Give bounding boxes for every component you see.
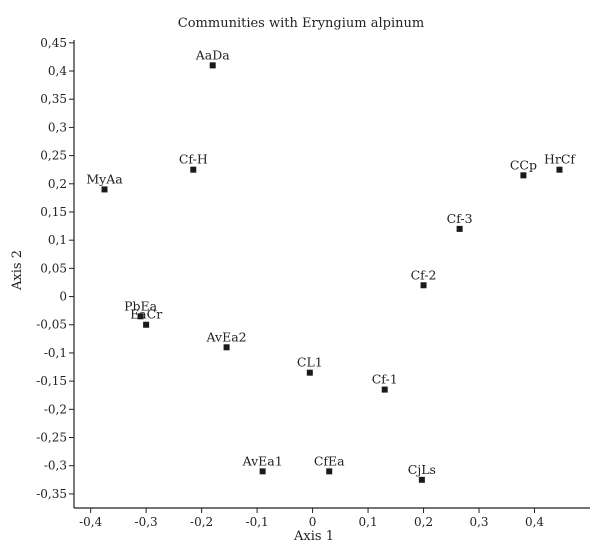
y-tick-label: 0,35	[40, 92, 67, 106]
data-point-label: Cf-2	[411, 267, 437, 282]
x-tick-label: -0,2	[190, 515, 213, 529]
y-tick-label: 0,2	[48, 177, 67, 191]
y-tick-label: 0,1	[48, 233, 67, 247]
data-point-label: CfEa	[314, 453, 345, 468]
data-point-marker	[381, 386, 388, 393]
data-point-label: AvEa2	[206, 329, 247, 344]
x-tick-label: 0,2	[414, 515, 433, 529]
data-point-label: PbEa	[124, 298, 158, 313]
y-tick-label: -0,3	[44, 459, 67, 473]
data-point-marker	[223, 344, 230, 351]
data-point-label: CCp	[510, 157, 537, 172]
y-tick-label: 0,25	[40, 149, 67, 163]
x-tick-label: 0,1	[359, 515, 378, 529]
data-point-marker	[143, 321, 150, 328]
y-axis-ticks: 0,45 0,4 0,35 0,3 0,25 0,2 0,15 0,1 0,05 0 -0,05 -0…	[36, 36, 74, 501]
y-tick-label: -0,05	[36, 318, 67, 332]
x-tick-label: -0,4	[79, 515, 103, 529]
data-point-label: CjLs	[408, 462, 436, 477]
data-point-marker	[137, 313, 144, 320]
data-point-marker	[209, 62, 216, 69]
x-tick-label: -0,3	[135, 515, 158, 529]
data-point-label: AaDa	[195, 47, 231, 62]
chart-title: Communities with Eryngium alpinum	[178, 16, 424, 31]
y-tick-label: 0,3	[48, 120, 67, 134]
y-tick-label: 0,45	[40, 36, 67, 50]
data-point-label: AvEa1	[242, 453, 283, 468]
data-point-label: HrCf	[544, 152, 576, 167]
data-point-marker	[326, 468, 333, 475]
y-tick-label: 0,05	[40, 261, 67, 275]
data-point-marker	[456, 225, 463, 232]
y-tick-label: 0	[59, 290, 67, 304]
y-tick-label: 0,15	[40, 205, 67, 219]
y-axis-title: Axis 2	[10, 250, 25, 291]
x-tick-label: 0,3	[469, 515, 488, 529]
data-point-marker	[418, 476, 425, 483]
data-point-label: Cf-1	[372, 372, 398, 387]
x-tick-label: 0,4	[525, 515, 544, 529]
x-axis-title: Axis 1	[293, 529, 334, 543]
x-tick-label: -0,1	[246, 515, 269, 529]
y-tick-label: 0,4	[48, 64, 67, 78]
axes	[73, 40, 590, 509]
data-point-marker	[190, 166, 197, 173]
data-point-marker	[556, 166, 563, 173]
data-point-marker	[306, 369, 313, 376]
x-axis-ticks: -0,4 -0,3 -0,2 -0,1 0 0,1 0,2 0,3 0,4	[79, 508, 544, 529]
data-point-label: EaCr	[130, 307, 162, 322]
y-tick-label: -0,1	[44, 346, 67, 360]
y-tick-label: -0,35	[36, 487, 67, 501]
y-tick-label: -0,15	[36, 374, 67, 388]
data-point-label: MyAa	[86, 171, 123, 186]
x-tick-label: 0	[309, 515, 317, 529]
data-point-label: CL1	[297, 355, 323, 370]
y-tick-label: -0,2	[44, 402, 67, 416]
data-point-label: Cf-3	[447, 211, 473, 226]
data-point-label: Cf-H	[179, 152, 208, 167]
data-point-marker	[101, 186, 108, 193]
data-point-marker	[520, 172, 527, 179]
y-tick-label: -0,25	[36, 431, 67, 445]
data-point-marker	[420, 282, 427, 289]
data-point-marker	[259, 468, 266, 475]
